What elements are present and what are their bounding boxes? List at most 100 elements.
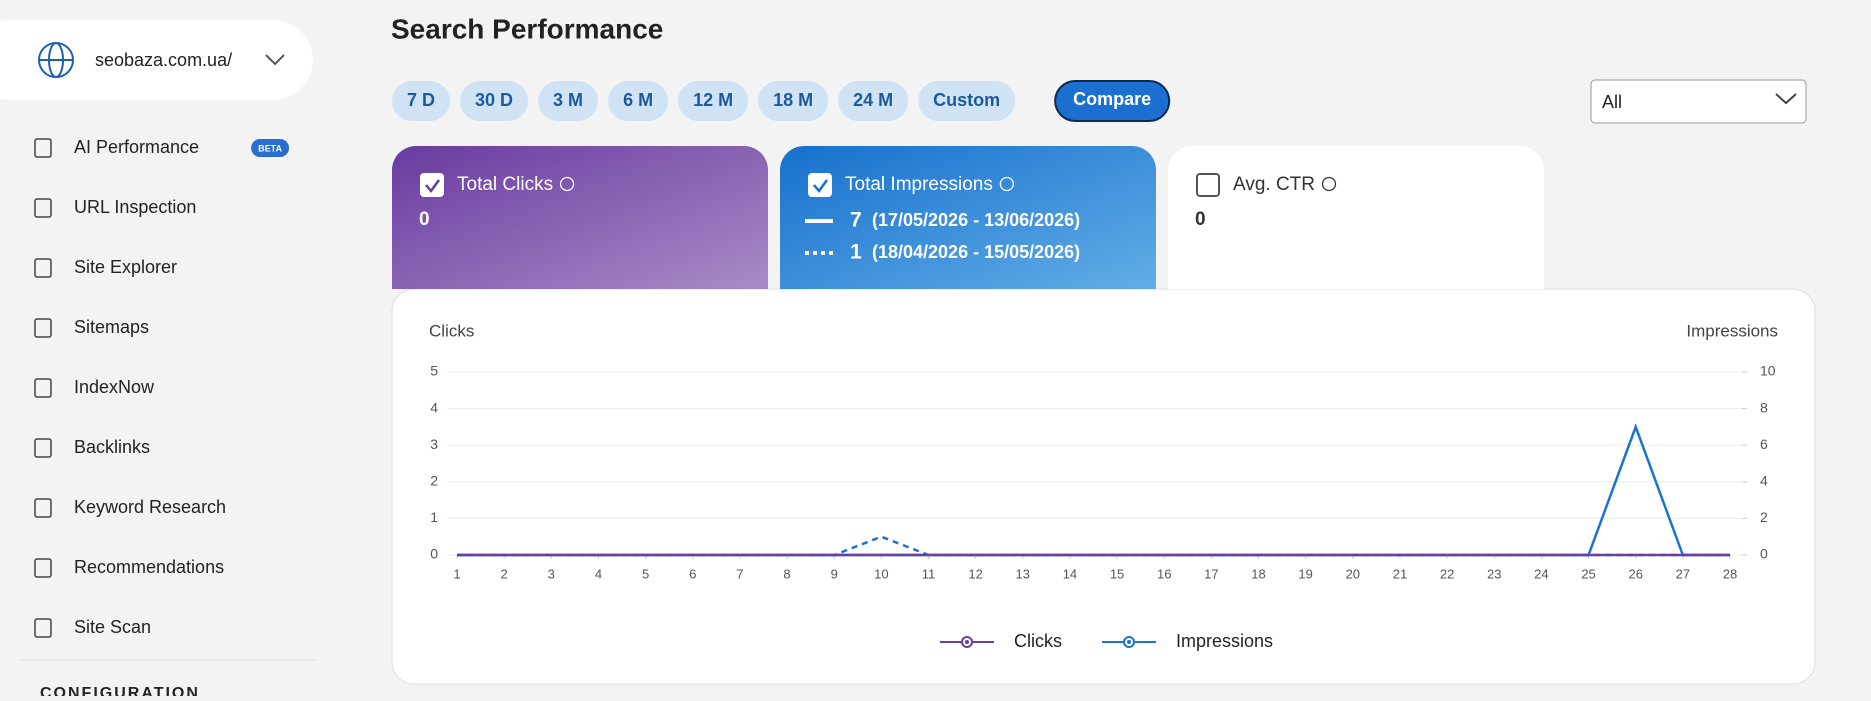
y2-tick-label: 10 <box>1760 363 1776 379</box>
range-label[interactable]: 30 D <box>475 90 513 110</box>
range-label[interactable]: 24 M <box>853 90 893 110</box>
nav-icon <box>34 138 52 158</box>
info-icon <box>559 176 575 192</box>
nav-item[interactable]: URL Inspection <box>74 197 196 217</box>
x-tick-label: 10 <box>874 566 888 581</box>
card-value: 0 <box>1195 209 1206 230</box>
nav-icon <box>34 318 52 338</box>
x-tick-label: 13 <box>1016 566 1030 581</box>
badge <box>251 139 290 157</box>
range-button[interactable] <box>460 81 529 121</box>
range-button[interactable] <box>758 81 829 121</box>
x-tick-label: 24 <box>1534 566 1548 581</box>
x-tick-label: 4 <box>595 566 602 581</box>
x-tick-label: 5 <box>642 566 649 581</box>
legend-label[interactable]: Impressions <box>1176 631 1273 651</box>
x-tick-label: 14 <box>1063 566 1077 581</box>
range-button[interactable] <box>538 81 599 121</box>
y2-tick-label: 4 <box>1760 473 1768 489</box>
x-tick-label: 12 <box>968 566 982 581</box>
y2-tick-label: 0 <box>1760 546 1768 562</box>
y-tick-label: 5 <box>430 363 438 379</box>
x-tick-label: 18 <box>1251 566 1265 581</box>
filter-dropdown[interactable] <box>1590 79 1807 124</box>
x-tick-label: 26 <box>1628 566 1642 581</box>
metric-card[interactable] <box>1168 146 1544 289</box>
nav-item[interactable]: Backlinks <box>74 437 150 457</box>
section-title: CONFIGURATION <box>40 685 200 696</box>
page-title: Search Performance <box>391 13 663 44</box>
range-label[interactable]: 3 M <box>553 90 583 110</box>
x-tick-label: 19 <box>1298 566 1312 581</box>
range-button[interactable] <box>838 81 909 121</box>
range-button[interactable] <box>678 81 749 121</box>
card-range: (18/04/2026 - 15/05/2026) <box>872 242 1080 262</box>
nav-icon <box>34 258 52 278</box>
metric-card[interactable] <box>392 146 768 289</box>
nav-item[interactable]: Keyword Research <box>74 497 226 517</box>
x-tick-label: 11 <box>922 566 936 581</box>
card-value: 1 <box>850 241 862 264</box>
range-button[interactable] <box>392 81 451 121</box>
card-label: Total Clicks <box>457 174 553 195</box>
y2-tick-label: 2 <box>1760 509 1768 525</box>
checkbox[interactable] <box>1196 173 1220 197</box>
y-tick-label: 1 <box>430 509 438 525</box>
x-tick-label: 27 <box>1676 566 1690 581</box>
y-tick-label: 2 <box>430 473 438 489</box>
nav-item[interactable]: Site Explorer <box>74 257 177 277</box>
compare-button[interactable] <box>1054 80 1171 122</box>
y-tick-label: 3 <box>430 436 438 452</box>
x-tick-label: 6 <box>689 566 696 581</box>
card-label: Avg. CTR <box>1233 174 1315 195</box>
range-button[interactable] <box>608 81 669 121</box>
checkbox[interactable] <box>420 173 444 197</box>
nav-item[interactable]: Recommendations <box>74 557 224 577</box>
metric-card[interactable] <box>780 146 1156 289</box>
nav-item[interactable]: IndexNow <box>74 377 155 397</box>
x-tick-label: 7 <box>736 566 743 581</box>
range-label[interactable]: 7 D <box>407 90 435 110</box>
info-icon <box>1321 176 1337 192</box>
x-tick-label: 17 <box>1204 566 1218 581</box>
y-axis-title: Clicks <box>429 321 474 340</box>
range-label[interactable]: 6 M <box>623 90 653 110</box>
range-button[interactable] <box>918 81 1016 121</box>
range-label[interactable]: Custom <box>933 90 1000 110</box>
nav-item[interactable]: Site Scan <box>74 617 151 637</box>
site-selector[interactable] <box>0 20 313 100</box>
x-tick-label: 23 <box>1487 566 1501 581</box>
info-icon <box>999 176 1014 192</box>
x-tick-label: 21 <box>1393 566 1407 581</box>
y2-tick-label: 6 <box>1760 436 1768 452</box>
x-tick-label: 3 <box>548 566 555 581</box>
y2-tick-label: 8 <box>1760 399 1768 415</box>
x-tick-label: 20 <box>1346 566 1360 581</box>
y-tick-label: 0 <box>430 546 438 562</box>
nav-item[interactable]: AI Performance <box>74 137 199 157</box>
check-mark <box>813 179 829 194</box>
legend-label[interactable]: Clicks <box>1014 631 1062 651</box>
range-label[interactable]: 18 M <box>773 90 813 110</box>
x-tick-label: 1 <box>453 566 460 581</box>
globe-icon <box>38 42 74 78</box>
y2-axis-title: Impressions <box>1686 321 1778 340</box>
chart-panel <box>391 288 1816 685</box>
card-value: 7 <box>850 209 862 232</box>
nav-icon <box>34 198 52 218</box>
x-tick-label: 16 <box>1157 566 1171 581</box>
compare-label[interactable]: Compare <box>1073 89 1151 109</box>
x-tick-label: 15 <box>1110 566 1124 581</box>
x-tick-label: 25 <box>1581 566 1595 581</box>
x-tick-label: 9 <box>831 566 838 581</box>
nav-item[interactable]: Sitemaps <box>74 317 149 337</box>
x-tick-label: 2 <box>501 566 508 581</box>
x-tick-label: 28 <box>1723 566 1737 581</box>
badge-text: BETA <box>258 143 282 153</box>
checkbox[interactable] <box>808 173 832 197</box>
y-tick-label: 4 <box>430 399 438 415</box>
card-value: 0 <box>419 209 430 230</box>
range-label[interactable]: 12 M <box>693 90 733 110</box>
